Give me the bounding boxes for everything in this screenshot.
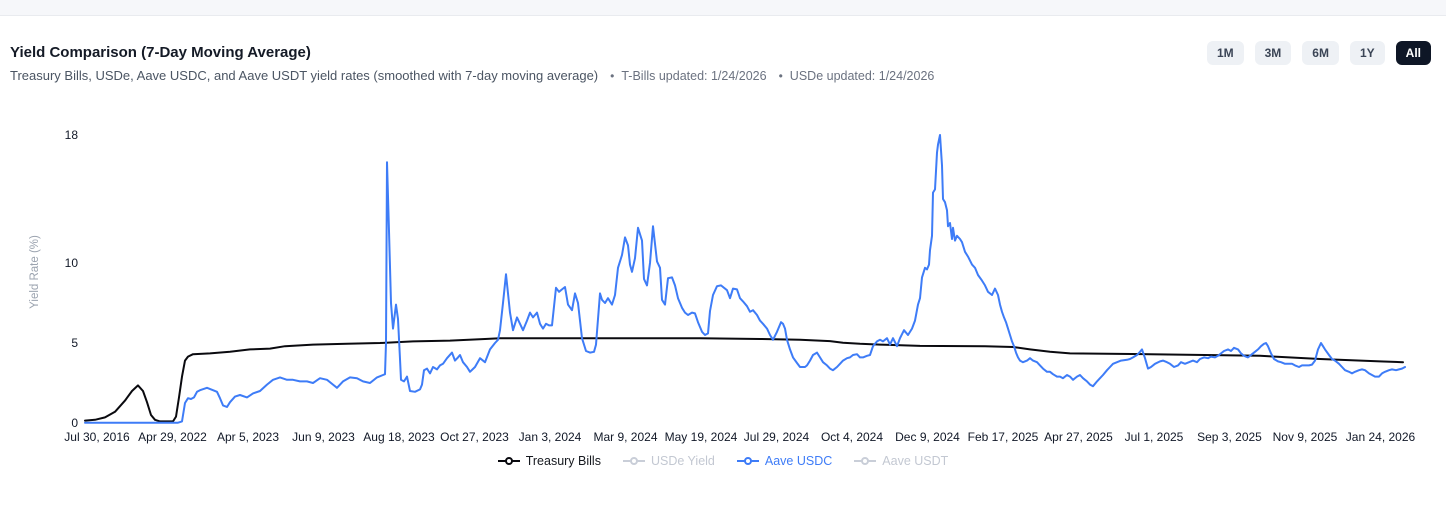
- legend-item-treasury-bills[interactable]: Treasury Bills: [497, 454, 601, 468]
- x-tick-label: Jan 24, 2026: [1345, 430, 1416, 444]
- x-tick-label: Oct 27, 2023: [440, 430, 509, 444]
- update-meta-item: T-Bills updated: 1/24/2026: [621, 69, 767, 83]
- y-axis-title: Yield Rate (%): [29, 235, 41, 309]
- subtitle-text: Treasury Bills, USDe, Aave USDC, and Aav…: [10, 68, 599, 83]
- legend-item-aave-usdt[interactable]: Aave USDT: [854, 454, 948, 468]
- x-tick-label: Mar 9, 2024: [593, 430, 658, 444]
- legend: Treasury Bills USDe Yield Aave USDC Aave US…: [0, 454, 1446, 468]
- plot-area[interactable]: [84, 130, 1406, 428]
- x-tick-label: Apr 5, 2023: [216, 430, 280, 444]
- legend-label: Aave USDC: [764, 454, 833, 468]
- y-tick-label: 0: [71, 416, 78, 430]
- x-tick-label: Jul 1, 2025: [1124, 430, 1184, 444]
- legend-label: Aave USDT: [882, 454, 949, 468]
- x-tick-label: Aug 18, 2023: [363, 430, 435, 444]
- top-strip: [0, 0, 1446, 16]
- legend-marker-icon: [854, 457, 877, 465]
- y-tick-label: 18: [64, 128, 78, 142]
- x-tick-label: Apr 29, 2022: [138, 430, 207, 444]
- legend-label: USDe Yield: [650, 454, 715, 468]
- range-selector: 1M 3M 6M 1Y All: [1206, 41, 1431, 65]
- x-tick-label: Dec 9, 2024: [895, 430, 960, 444]
- y-tick-label: 5: [71, 336, 78, 350]
- x-tick-label: Jun 9, 2023: [292, 430, 355, 444]
- x-tick-label: Jan 3, 2024: [518, 430, 582, 444]
- legend-marker-icon: [736, 457, 759, 465]
- range-button-1m[interactable]: 1M: [1206, 41, 1244, 65]
- page-title: Yield Comparison (7-Day Moving Average): [10, 44, 311, 61]
- aave-usdc-line: [84, 134, 1406, 424]
- x-tick-label: May 19, 2024: [664, 430, 738, 444]
- treasury-bills-line: [84, 337, 1404, 423]
- range-button-3m[interactable]: 3M: [1254, 41, 1292, 65]
- range-button-all[interactable]: All: [1395, 41, 1431, 65]
- legend-marker-icon: [622, 457, 645, 465]
- x-tick-label: Jul 30, 2016: [64, 430, 130, 444]
- range-button-6m[interactable]: 6M: [1302, 41, 1339, 65]
- legend-item-usde-yield[interactable]: USDe Yield: [622, 454, 715, 468]
- bullet-separator: •: [610, 69, 615, 83]
- update-meta-item: USDe updated: 1/24/2026: [789, 69, 935, 83]
- x-tick-label: Jul 29, 2024: [743, 430, 810, 444]
- legend-marker-icon: [497, 457, 520, 465]
- x-tick-label: Nov 9, 2025: [1272, 430, 1338, 444]
- legend-label: Treasury Bills: [525, 454, 601, 468]
- x-tick-label: Apr 27, 2025: [1044, 430, 1113, 444]
- subtitle: Treasury Bills, USDe, Aave USDC, and Aav…: [10, 68, 934, 83]
- x-tick-label: Oct 4, 2024: [820, 430, 884, 444]
- x-tick-label: Feb 17, 2025: [967, 430, 1039, 444]
- range-button-1y[interactable]: 1Y: [1349, 41, 1385, 65]
- x-tick-label: Sep 3, 2025: [1197, 430, 1262, 444]
- bullet-separator: •: [778, 69, 783, 83]
- update-meta: • T-Bills updated: 1/24/2026 • USDe updated…: [598, 68, 934, 83]
- y-tick-label: 10: [64, 256, 78, 270]
- legend-item-aave-usdc[interactable]: Aave USDC: [736, 454, 833, 468]
